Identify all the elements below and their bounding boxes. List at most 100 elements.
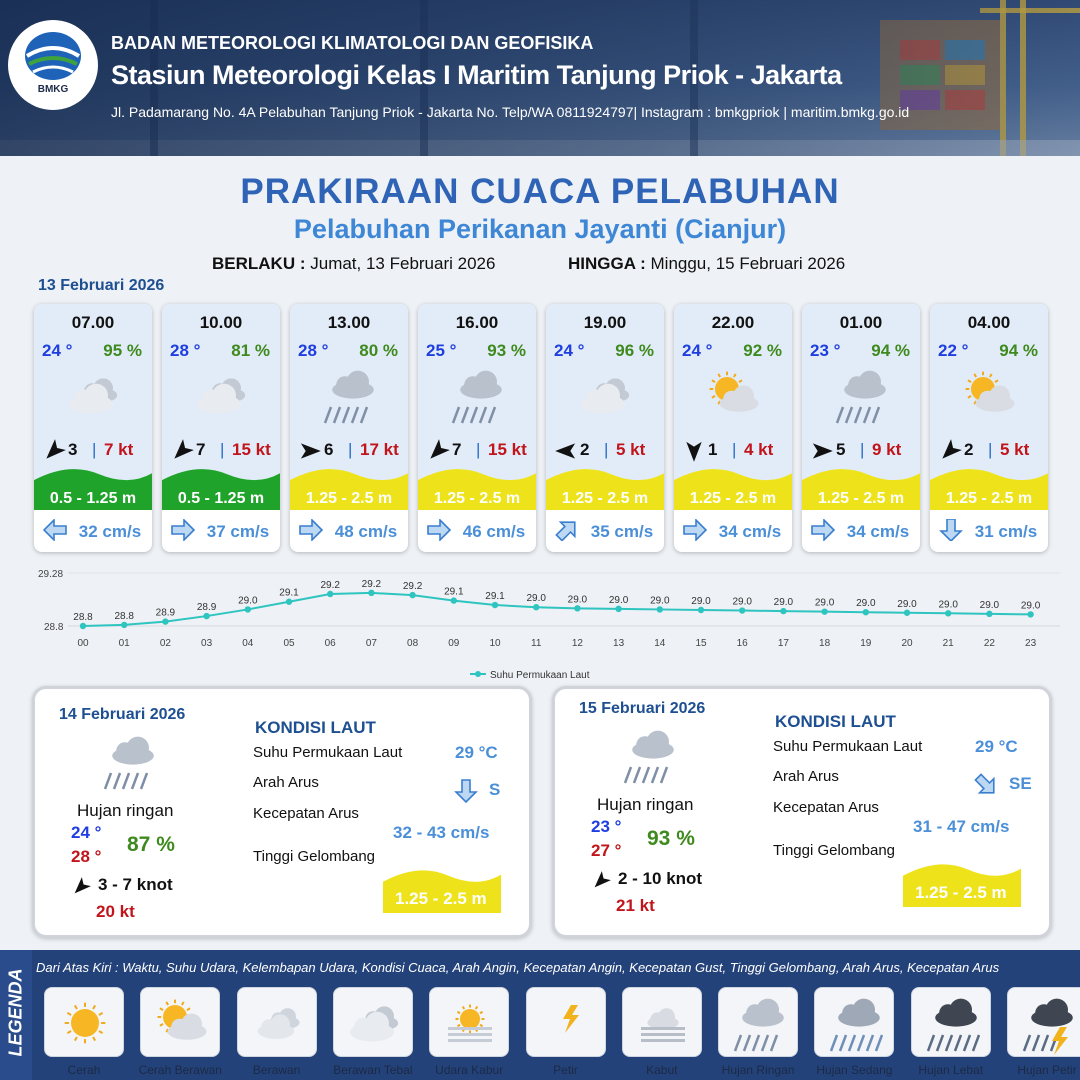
x-tick-label: 16 xyxy=(737,638,749,649)
sst-data-point xyxy=(574,605,581,612)
logo-text: BMKG xyxy=(37,84,69,95)
validity-from: BERLAKU : Jumat, 13 Februari 2026 xyxy=(212,254,495,274)
legend-item xyxy=(910,987,991,1057)
page-title: PRAKIRAAN CUACA PELABUHAN xyxy=(240,172,840,211)
current-direction-icon xyxy=(454,779,478,804)
current-speed: 31 cm/s xyxy=(974,522,1038,541)
hourly-card: 04.00 22 ° 94 % 2 | 5 kt 1.25 - 2.5 m 31 cm/s xyxy=(930,304,1048,552)
hourly-card: 22.00 24 ° 92 % 1 | 4 kt 1.25 - 2.5 m 34 cm/s xyxy=(674,304,792,552)
x-tick-label: 00 xyxy=(77,638,89,649)
forecast-time: 07.00 xyxy=(71,313,115,332)
kabut-icon xyxy=(640,1008,685,1042)
x-tick-label: 23 xyxy=(1025,638,1037,649)
current-direction-label: Arah Arus xyxy=(253,774,319,791)
sea-condition-title: KONDISI LAUT xyxy=(255,718,376,737)
air-temperature: 24 ° xyxy=(554,341,585,360)
sst-data-label: 28.8 xyxy=(73,612,93,623)
sst-data-point xyxy=(986,610,993,618)
wind-speed: 7 xyxy=(452,440,462,459)
day-panel: 15 Februari 2026 Hujan ringan 23 ° 27 ° 93 %… xyxy=(552,686,1052,938)
sst-data-point xyxy=(697,606,705,614)
sst-data-label: 28.9 xyxy=(197,602,217,613)
hujan-ringan-icon xyxy=(451,370,502,424)
legend-item xyxy=(525,987,606,1057)
sst-data-point xyxy=(903,609,911,616)
sst-data-point xyxy=(203,612,210,620)
wind-direction-icon xyxy=(174,439,194,459)
berawan-tebal-icon xyxy=(580,378,630,414)
sst-data-label: 29.0 xyxy=(568,594,588,605)
sst-data-point xyxy=(739,607,746,614)
humidity: 95 % xyxy=(103,341,142,360)
hujan-petir-icon xyxy=(1022,998,1073,1055)
sst-data-label: 29.0 xyxy=(650,595,670,606)
sst-data-point xyxy=(821,608,828,615)
page-subtitle: Pelabuhan Perikanan Jayanti (Cianjur) xyxy=(293,214,787,244)
hujan-sedang-icon xyxy=(830,998,884,1052)
gust-speed: 17 kt xyxy=(360,440,399,459)
temp-max: 28 ° xyxy=(71,847,102,866)
cerah-berawan-icon xyxy=(709,371,759,412)
separator: | xyxy=(732,440,737,459)
legend-title: LEGENDA xyxy=(5,968,26,1057)
header-banner: BMKG BADAN METEOROLOGI KLIMATOLOGI DAN G… xyxy=(0,0,1080,156)
sst-data-point xyxy=(244,606,251,613)
current-speed: 34 cm/s xyxy=(718,522,782,541)
legend-item-label: Hujan Petir xyxy=(1017,1063,1077,1077)
gust-speed: 5 kt xyxy=(1000,440,1030,459)
sst-value: 29 °C xyxy=(455,743,498,762)
sst-data-point xyxy=(79,622,87,630)
sst-data-label: 29.1 xyxy=(485,591,505,602)
humidity: 92 % xyxy=(743,341,782,360)
sst-data-point xyxy=(780,607,787,615)
hourly-card: 10.00 28 ° 81 % 7 | 15 kt 0.5 - 1.25 m 37 cm/s xyxy=(162,304,280,552)
x-tick-label: 10 xyxy=(489,638,501,649)
hujan-lebat-icon xyxy=(926,998,980,1052)
current-direction-icon xyxy=(299,519,324,541)
sst-data-label: 29.0 xyxy=(980,600,1000,611)
validity-to-value: Minggu, 15 Februari 2026 xyxy=(650,254,846,273)
sea-condition-title: KONDISI LAUT xyxy=(775,712,896,731)
berawan-tebal-icon xyxy=(68,378,118,414)
sst-data-label: 29.0 xyxy=(938,599,958,610)
sst-data-label: 29.0 xyxy=(897,599,917,610)
validity-from-value: Jumat, 13 Februari 2026 xyxy=(310,254,496,273)
sst-data-point xyxy=(285,598,293,605)
wave-height-band xyxy=(418,469,536,510)
current-speed-label: Kecepatan Arus xyxy=(253,805,359,822)
wave-height: 1.25 - 2.5 m xyxy=(915,883,1007,902)
x-tick-label: 06 xyxy=(325,638,337,649)
x-tick-label: 15 xyxy=(695,638,707,649)
current-speed: 34 cm/s xyxy=(846,522,910,541)
current-speed: 35 cm/s xyxy=(590,522,654,541)
legend-tab: LEGENDA xyxy=(0,950,32,1080)
day0-date: 13 Februari 2026 xyxy=(38,277,165,294)
legend-label: Suhu Permukaan Laut xyxy=(490,670,590,681)
wind-direction-icon xyxy=(812,443,833,459)
legend-marker xyxy=(475,671,481,677)
legend-item xyxy=(718,987,799,1057)
air-temperature: 23 ° xyxy=(810,341,841,360)
sst-data-label: 29.0 xyxy=(774,597,794,608)
current-direction-icon xyxy=(555,521,576,541)
air-temperature: 25 ° xyxy=(426,341,457,360)
berawan-tebal-icon xyxy=(349,1006,399,1042)
sst-data-point xyxy=(533,604,540,611)
legend-item-label: Hujan Sedang xyxy=(816,1063,893,1077)
sst-data-label: 29.0 xyxy=(526,593,546,604)
validity-to-label: HINGGA : xyxy=(568,254,646,273)
chart-legend: Suhu Permukaan Laut xyxy=(470,670,590,681)
x-tick-label: 12 xyxy=(572,638,584,649)
legend-item-label: Berawan xyxy=(252,1063,301,1077)
separator: | xyxy=(604,440,609,459)
berawan-icon xyxy=(257,1008,300,1039)
sst-data-label: 29.0 xyxy=(732,597,752,608)
gust-speed: 20 kt xyxy=(96,902,135,921)
separator: | xyxy=(476,440,481,459)
current-direction-icon xyxy=(171,519,196,541)
wave-height: 1.25 - 2.5 m xyxy=(395,889,487,908)
wave-height-band xyxy=(802,469,920,510)
wind-direction-icon xyxy=(46,439,66,459)
legend-item-label: Berawan Tebal xyxy=(333,1063,413,1077)
sea-surface-temp-chart: 29.28 28.8 28.8 00 28.8 01 28.9 02 28.9 03 29.0 04 2… xyxy=(38,569,1060,681)
